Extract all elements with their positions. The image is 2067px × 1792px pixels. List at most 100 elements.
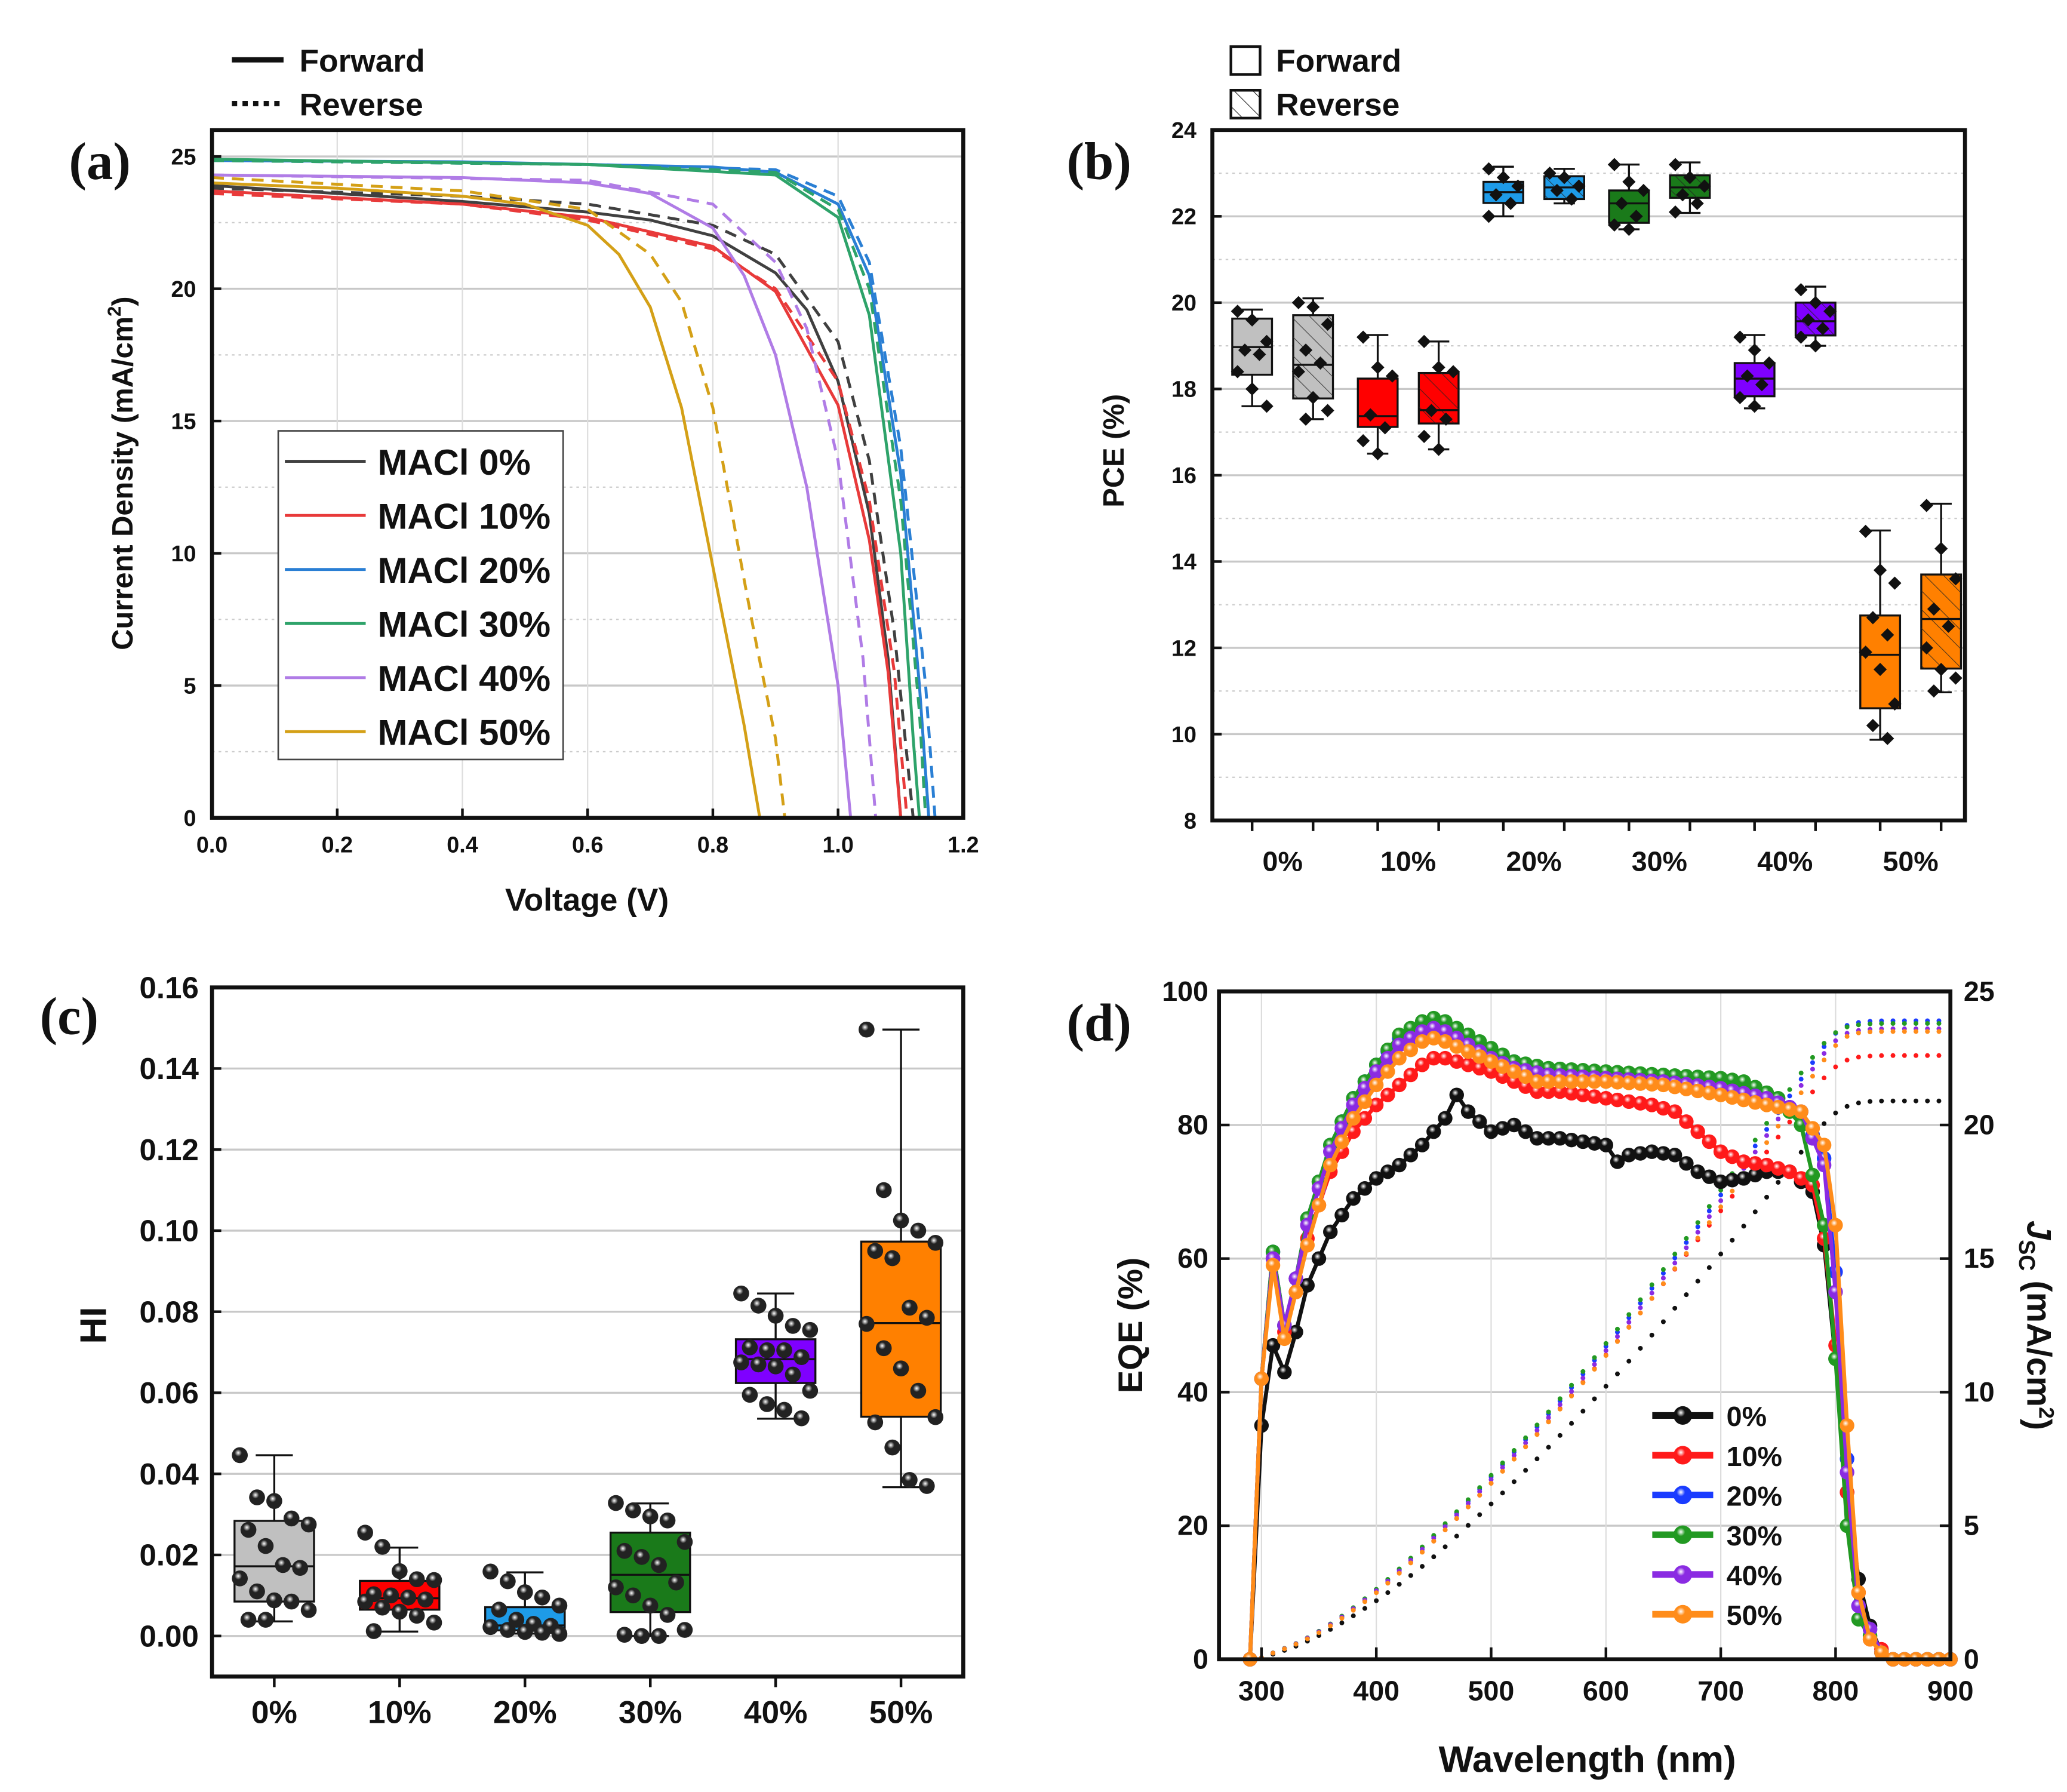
d-eqe-marker-5 [1598,1074,1613,1089]
d-jsc-dot-5 [1695,1235,1700,1241]
d-eqe-marker-3 [1403,1021,1419,1036]
c-data-point [616,1542,633,1559]
d-eqe-marker-5 [1644,1077,1659,1092]
c-data-point [867,1243,884,1259]
d-eqe-marker-3 [1713,1071,1728,1086]
c-data-point [482,1619,499,1636]
d-jsc-dot-0 [1328,1627,1333,1632]
b-data-point [1888,576,1902,590]
c-data-point [802,1321,819,1338]
c-data-point [482,1563,499,1580]
d-jsc-dot-4 [1466,1501,1471,1506]
d-eqe-marker-5 [1874,1645,1889,1660]
d-jsc-dot-5 [1626,1324,1632,1330]
d-legend-marker [1673,1565,1692,1584]
c-data-point [374,1599,390,1616]
d-eqe-marker-0 [1679,1156,1694,1171]
b-data-point [1748,343,1761,357]
d-jsc-dot-0 [1741,1224,1746,1229]
d-x-tick-label: 400 [1353,1676,1399,1707]
d-jsc-dot-4 [1454,1513,1459,1518]
c-y-tick-label: 0.02 [140,1538,199,1572]
d-eqe-marker-0 [1438,1111,1453,1126]
d-jsc-dot-3 [1936,1021,1942,1026]
d-jsc-dot-4 [1534,1428,1540,1433]
b-data-point [1733,330,1747,344]
b-data-point [1740,369,1754,383]
d-jsc-dot-5 [1271,1650,1276,1656]
d-jsc-dot-4 [1488,1477,1494,1482]
d-jsc-dot-2 [1787,1093,1792,1099]
d-jsc-dot-0 [1397,1582,1402,1587]
d-eqe-marker-3 [1438,1014,1453,1029]
b-data-point [1808,339,1822,353]
c-data-point [300,1516,317,1533]
d-eqe-marker-5 [1495,1059,1510,1074]
d-eqe-marker-5 [1472,1049,1487,1064]
d-jsc-dot-0 [1420,1564,1425,1569]
b-data-point [1934,542,1948,555]
d-eqe-marker-5 [1828,1218,1843,1232]
panel-label-b: (b) [1066,133,1131,191]
c-y-tick-label: 0.04 [140,1457,199,1491]
d-jsc-dot-0 [1534,1456,1540,1462]
d-jsc-dot-1 [1810,1089,1815,1095]
b-data-point [1364,408,1377,422]
b-data-point [1801,313,1815,327]
d-jsc-dot-0 [1833,1110,1838,1115]
d-jsc-dot-0 [1339,1620,1345,1625]
d-jsc-dot-2 [1798,1077,1804,1082]
b-data-point [1425,404,1438,417]
d-jsc-dot-3 [1914,1021,1919,1026]
d-eqe-marker-1 [1598,1091,1613,1106]
c-data-point [767,1358,784,1375]
b-data-point [1873,662,1887,677]
d-eqe-marker-5 [1610,1075,1625,1090]
d-eqe-marker-5 [1541,1074,1556,1089]
c-data-point [383,1587,399,1604]
b-data-point [1697,179,1711,193]
d-eqe-marker-4 [1346,1098,1361,1112]
d-eqe-marker-5 [1277,1331,1292,1347]
d-eqe-marker-3 [1484,1041,1499,1056]
d-jsc-dot-5 [1500,1468,1505,1474]
d-eqe-marker-0 [1300,1278,1315,1293]
c-data-point [651,1557,667,1573]
d-eqe-marker-0 [1690,1164,1705,1179]
c-data-point [802,1382,819,1399]
c-data-point [759,1342,776,1358]
legend-forward-label: Forward [300,44,425,79]
b-data-point [1543,166,1557,180]
b-data-point [1511,179,1525,193]
d-jsc-dot-5 [1730,1188,1735,1194]
d-eqe-marker-0 [1380,1164,1395,1179]
a-curve-forward-3 [212,158,921,818]
c-data-point [884,1250,900,1267]
d-jsc-dot-0 [1776,1180,1781,1185]
d-eqe-marker-1 [1587,1089,1602,1104]
b-data-point [1260,399,1274,413]
c-data-point [651,1628,667,1645]
d-eqe-marker-5 [1679,1081,1694,1096]
b-data-point [1245,382,1259,396]
d-eqe-marker-1 [1690,1124,1705,1139]
d-jsc-dot-1 [1902,1053,1907,1058]
d-eqe-marker-1 [1610,1092,1625,1108]
d-eqe-marker-5 [1334,1134,1349,1149]
c-data-point [534,1589,550,1606]
d-eqe-marker-1 [1460,1058,1476,1072]
c-y-tick-label: 0.10 [140,1214,199,1248]
b-data-point [1733,391,1747,404]
d-eqe-marker-0 [1449,1087,1464,1102]
d-eqe-marker-5 [1587,1074,1602,1089]
a-x-tick-label: 0.0 [196,832,227,857]
b-data-point [1949,572,1963,586]
d-jsc-dot-0 [1822,1121,1827,1126]
c-data-point [249,1583,265,1600]
c-x-tick-label: 40% [744,1695,808,1730]
b-y-tick-label: 24 [1171,118,1196,143]
d-jsc-dot-4 [1810,1066,1815,1072]
b-data-point [1622,175,1636,189]
b-data-point [1755,378,1769,392]
d-jsc-dot-5 [1282,1646,1287,1652]
